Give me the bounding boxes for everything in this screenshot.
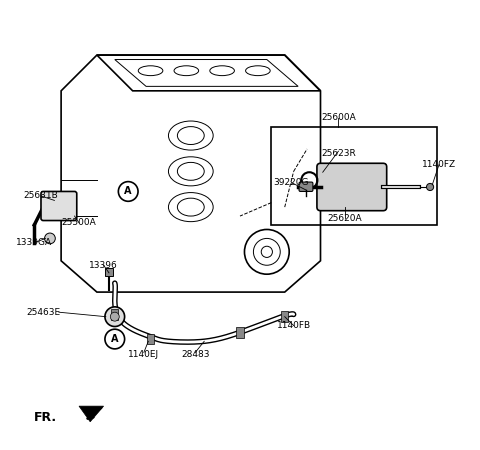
- Text: 39220G: 39220G: [274, 178, 309, 187]
- Bar: [237, 327, 243, 338]
- Text: A: A: [124, 186, 132, 197]
- Text: 25600A: 25600A: [321, 113, 356, 122]
- Text: 25463E: 25463E: [26, 308, 60, 317]
- Bar: [281, 311, 288, 322]
- Text: 25623R: 25623R: [321, 149, 356, 158]
- Text: FR.: FR.: [34, 411, 57, 424]
- Text: 13396: 13396: [89, 261, 118, 270]
- FancyBboxPatch shape: [317, 163, 387, 211]
- FancyBboxPatch shape: [41, 191, 77, 220]
- Text: 25500A: 25500A: [61, 218, 96, 227]
- Text: 1140FB: 1140FB: [276, 321, 311, 330]
- Text: 28483: 28483: [181, 350, 210, 359]
- Text: 1140FZ: 1140FZ: [422, 160, 456, 169]
- Circle shape: [45, 233, 55, 244]
- Text: 25631B: 25631B: [24, 191, 59, 200]
- Polygon shape: [79, 406, 104, 422]
- Bar: [111, 309, 119, 320]
- Circle shape: [110, 312, 119, 321]
- Text: 1339GA: 1339GA: [16, 238, 52, 248]
- Text: A: A: [111, 334, 119, 344]
- Circle shape: [427, 184, 433, 190]
- Text: 25620A: 25620A: [328, 214, 362, 223]
- Bar: [105, 268, 113, 276]
- Bar: [147, 334, 154, 344]
- Text: 1140EJ: 1140EJ: [128, 350, 159, 359]
- Circle shape: [105, 307, 125, 327]
- FancyBboxPatch shape: [299, 182, 313, 191]
